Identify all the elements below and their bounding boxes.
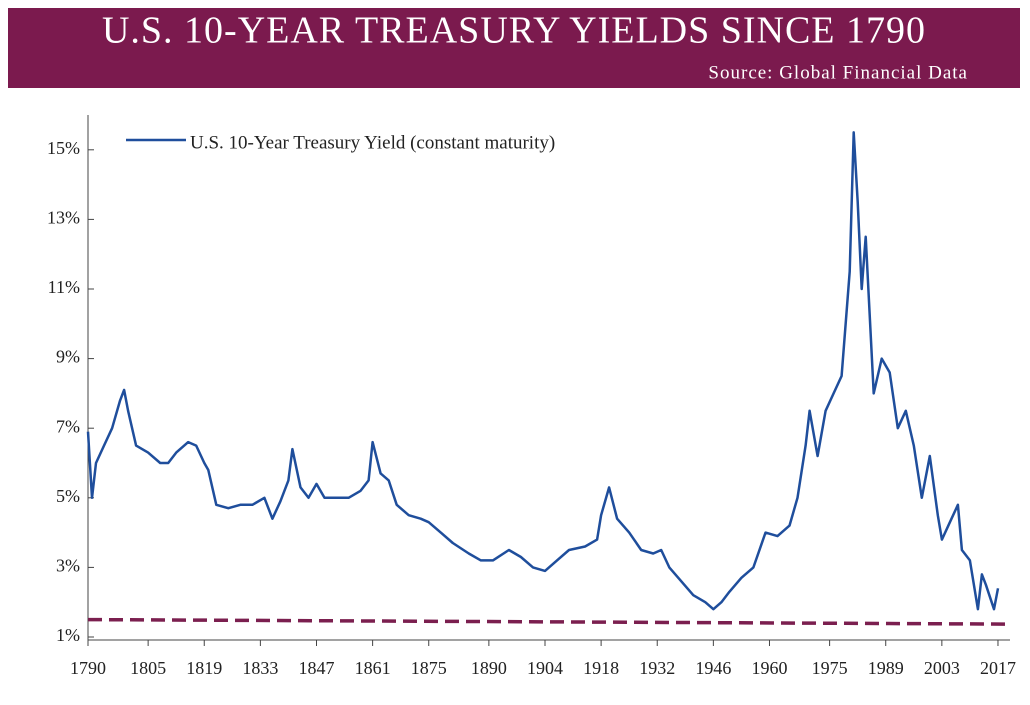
x-tick-label: 1946 bbox=[695, 658, 731, 678]
y-tick-label: 1% bbox=[56, 625, 80, 645]
reference-line bbox=[87, 617, 1011, 626]
chart-subtitle: Source: Global Financial Data bbox=[708, 62, 968, 83]
header-band bbox=[8, 8, 1020, 88]
y-tick-label: 15% bbox=[47, 138, 80, 158]
y-tick-label: 7% bbox=[56, 416, 80, 436]
x-tick-label: 1833 bbox=[242, 658, 278, 678]
x-tick-label: 1932 bbox=[639, 658, 675, 678]
x-tick-label: 1890 bbox=[471, 658, 507, 678]
y-tick-label: 9% bbox=[56, 347, 80, 367]
x-tick-label: 2017 bbox=[980, 658, 1016, 678]
y-tick-label: 13% bbox=[47, 208, 80, 228]
x-tick-label: 1989 bbox=[868, 658, 904, 678]
legend-label: U.S. 10-Year Treasury Yield (constant ma… bbox=[190, 132, 555, 153]
x-tick-label: 2003 bbox=[924, 658, 960, 678]
x-tick-label: 1904 bbox=[527, 658, 563, 678]
x-tick-label: 1861 bbox=[355, 658, 391, 678]
data-line bbox=[86, 131, 1000, 611]
y-tick-label: 5% bbox=[56, 486, 80, 506]
x-tick-label: 1875 bbox=[411, 658, 447, 678]
y-tick-label: 3% bbox=[56, 556, 80, 576]
x-tick-label: 1918 bbox=[583, 658, 619, 678]
y-tick-label: 11% bbox=[48, 277, 80, 297]
x-tick-label: 1805 bbox=[130, 658, 166, 678]
chart-title: U.S. 10-YEAR TREASURY YIELDS SINCE 1790 bbox=[102, 10, 926, 52]
x-tick-label: 1847 bbox=[298, 658, 334, 678]
x-tick-label: 1960 bbox=[751, 658, 787, 678]
x-tick-label: 1790 bbox=[70, 658, 106, 678]
x-tick-label: 1819 bbox=[186, 658, 222, 678]
x-tick-label: 1975 bbox=[812, 658, 848, 678]
